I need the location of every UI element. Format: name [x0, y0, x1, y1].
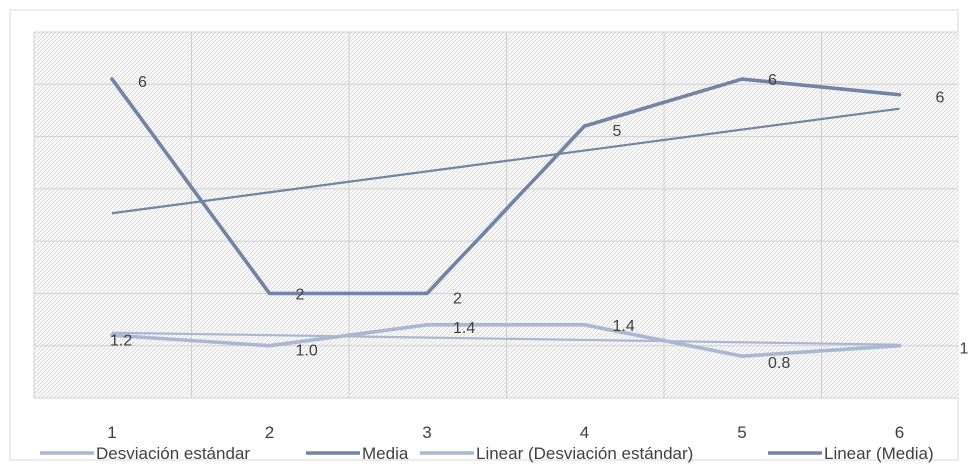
data-label-media: 2: [453, 290, 462, 307]
data-label-desviacion: 1.0: [296, 343, 318, 360]
trendlines: [111, 107, 900, 346]
data-label-desviacion: 0.8: [768, 355, 790, 372]
data-label-desviacion: 1.4: [453, 320, 475, 337]
x-tick-label: 5: [737, 423, 746, 442]
x-tick-label: 6: [895, 423, 904, 442]
data-point-desviacion: [268, 344, 271, 348]
data-label-media: 2: [296, 286, 305, 303]
data-point-desviacion: [583, 323, 586, 327]
data-point-media: [110, 77, 114, 81]
legend: Desviación estándar Media Linear (Desviaci…: [40, 444, 934, 463]
legend-item-linear-media: Linear (Media): [768, 444, 934, 463]
legend-item-desviacion: Desviación estándar: [40, 444, 250, 463]
series-lines: [110, 77, 902, 358]
data-point-media: [268, 291, 271, 295]
legend-item-linear-desviacion: Linear (Desviación estándar): [420, 444, 693, 463]
x-tick-label: 4: [580, 423, 589, 442]
legend-label: Linear (Desviación estándar): [476, 444, 693, 463]
data-label-media: 6: [768, 72, 777, 89]
data-label-desviacion: 1.0: [960, 341, 968, 358]
x-tick-label: 3: [422, 423, 431, 442]
data-label-media: 6: [138, 74, 147, 91]
data-point-desviacion: [898, 344, 901, 348]
data-labels: 1.2 1.0 1.4 1.4 0.8 1.0 6 2 2 5 6 6: [110, 72, 968, 372]
data-point-desviacion: [110, 333, 114, 337]
data-point-media: [898, 93, 901, 97]
data-label-desviacion: 1.2: [110, 332, 132, 349]
data-point-media: [740, 77, 744, 81]
data-label-media: 6: [936, 90, 945, 107]
series-line-desviacion: [110, 322, 902, 358]
data-point-media: [583, 124, 586, 128]
data-point-desviacion: [425, 323, 429, 327]
plot-area: [34, 32, 958, 398]
x-tick-label: 2: [265, 423, 274, 442]
series-line-media: [110, 77, 902, 296]
legend-label: Linear (Media): [824, 444, 934, 463]
legend-item-media: Media: [306, 444, 409, 463]
data-point-media: [425, 291, 429, 295]
trendline-desviacion: [111, 331, 900, 346]
legend-label: Media: [362, 444, 409, 463]
x-axis-ticks: 1 2 3 4 5 6: [107, 423, 904, 442]
data-label-desviacion: 1.4: [613, 318, 635, 335]
x-tick-label: 1: [107, 423, 116, 442]
data-point-desviacion: [740, 354, 744, 358]
data-label-media: 5: [613, 123, 622, 140]
legend-label: Desviación estándar: [96, 444, 250, 463]
trendline-media: [111, 107, 900, 215]
